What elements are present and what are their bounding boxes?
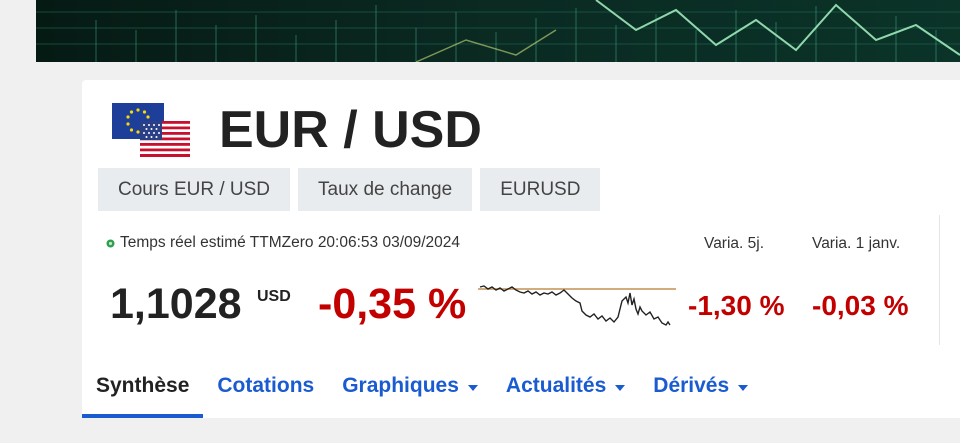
eur-usd-flags-icon <box>112 103 190 159</box>
live-status-icon <box>106 239 115 247</box>
tag-cours-eur-usd[interactable]: Cours EUR / USD <box>98 168 291 211</box>
tag-list: Cours EUR / USD Taux de change EURUSD <box>98 168 601 211</box>
market-chart-banner <box>36 0 960 62</box>
tag-eurusd[interactable]: EURUSD <box>480 168 601 211</box>
tab-cotations[interactable]: Cotations <box>203 360 328 418</box>
quote-nav-tabs: Synthèse Cotations Graphiques Actualités… <box>82 360 960 418</box>
price-currency: USD <box>257 288 291 305</box>
tab-label: Dérivés <box>653 374 730 397</box>
page-title: EUR / USD <box>219 101 482 159</box>
tab-actualites[interactable]: Actualités <box>492 360 639 418</box>
tab-label: Graphiques <box>342 374 459 397</box>
sparkline-price-line <box>479 285 671 326</box>
column-divider <box>939 215 940 345</box>
tab-synthese[interactable]: Synthèse <box>82 360 204 418</box>
chevron-down-icon <box>467 385 478 391</box>
tab-label: Cotations <box>217 374 315 397</box>
ytd-label: Varia. 1 janv. <box>812 235 901 252</box>
tab-label: Synthèse <box>96 374 190 397</box>
realtime-text: Temps réel estimé TTMZero 20:06:53 03/09… <box>120 234 461 251</box>
var5-label: Varia. 5j. <box>704 235 765 252</box>
tab-derives[interactable]: Dérivés <box>639 360 762 418</box>
tab-graphiques[interactable]: Graphiques <box>328 360 492 418</box>
daily-change: -0,35 % <box>318 280 467 328</box>
intraday-sparkline[interactable] <box>478 281 678 331</box>
ytd-value: -0,03 % <box>812 290 909 321</box>
var5-value: -1,30 % <box>688 290 785 321</box>
quote-card: EUR / USD Cours EUR / USD Taux de change… <box>82 80 960 418</box>
tag-taux-de-change[interactable]: Taux de change <box>298 168 473 211</box>
tab-label: Actualités <box>505 374 607 397</box>
last-price: 1,1028 <box>110 280 242 328</box>
chevron-down-icon <box>615 385 626 391</box>
chevron-down-icon <box>738 385 749 391</box>
realtime-status: Temps réel estimé TTMZero 20:06:53 03/09… <box>106 234 460 252</box>
